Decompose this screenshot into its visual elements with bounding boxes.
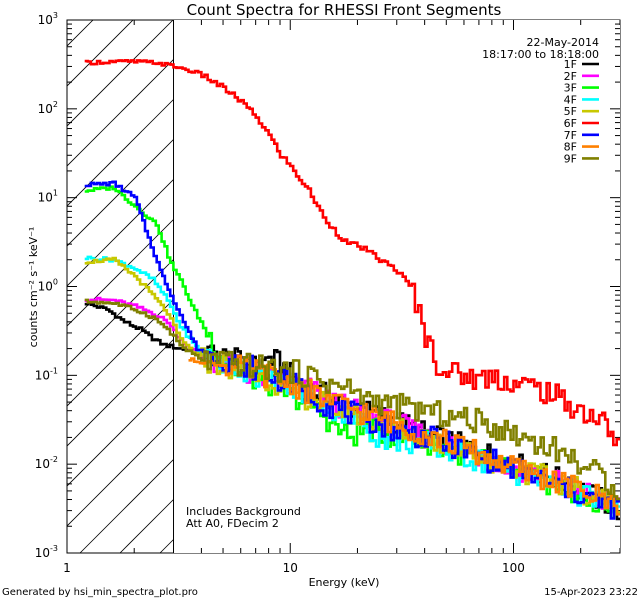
date-label: 22-May-2014 [527, 36, 599, 49]
time-range-label: 18:17:00 to 18:18:00 [482, 48, 599, 61]
x-tick-label: 100 [502, 561, 525, 575]
legend-label-3F: 3F [564, 82, 577, 95]
y-tick-label: 103 [38, 11, 58, 27]
x-tick-label: 10 [283, 561, 298, 575]
legend-label-5F: 5F [564, 105, 577, 118]
footer-timestamp: 15-Apr-2023 23:22 [544, 587, 638, 598]
legend-label-1F: 1F [564, 58, 577, 71]
legend-label-8F: 8F [564, 141, 577, 154]
annotation-background: Includes Background [186, 505, 301, 518]
annotation-attenuator: Att A0, FDecim 2 [186, 517, 279, 530]
y-tick-label: 10-3 [35, 544, 58, 560]
y-tick-label: 101 [38, 189, 58, 205]
footer-generated-by: Generated by hsi_min_spectra_plot.pro [2, 587, 198, 598]
series-line-6F [84, 59, 620, 447]
series-line-9F [84, 298, 620, 501]
y-axis-label: counts cm⁻² s⁻¹ keV⁻¹ [27, 227, 40, 348]
hatch-line [0, 0, 120, 553]
hatch-line [67, 20, 174, 127]
legend-label-7F: 7F [564, 129, 577, 142]
y-tick-label: 10-2 [35, 455, 58, 471]
legend-label-9F: 9F [564, 152, 577, 165]
series-layer [84, 59, 620, 521]
chart-title: Count Spectra for RHESSI Front Segments [187, 1, 502, 19]
y-tick-label: 100 [38, 278, 58, 294]
legend-label-2F: 2F [564, 70, 577, 83]
y-tick-label: 102 [38, 100, 58, 116]
x-axis-label: Energy (keV) [309, 576, 380, 589]
y-tick-label: 10-1 [35, 366, 58, 382]
x-tick-label: 1 [63, 561, 71, 575]
legend-label-6F: 6F [564, 117, 577, 130]
legend-label-4F: 4F [564, 93, 577, 106]
hatch-line [67, 20, 134, 87]
